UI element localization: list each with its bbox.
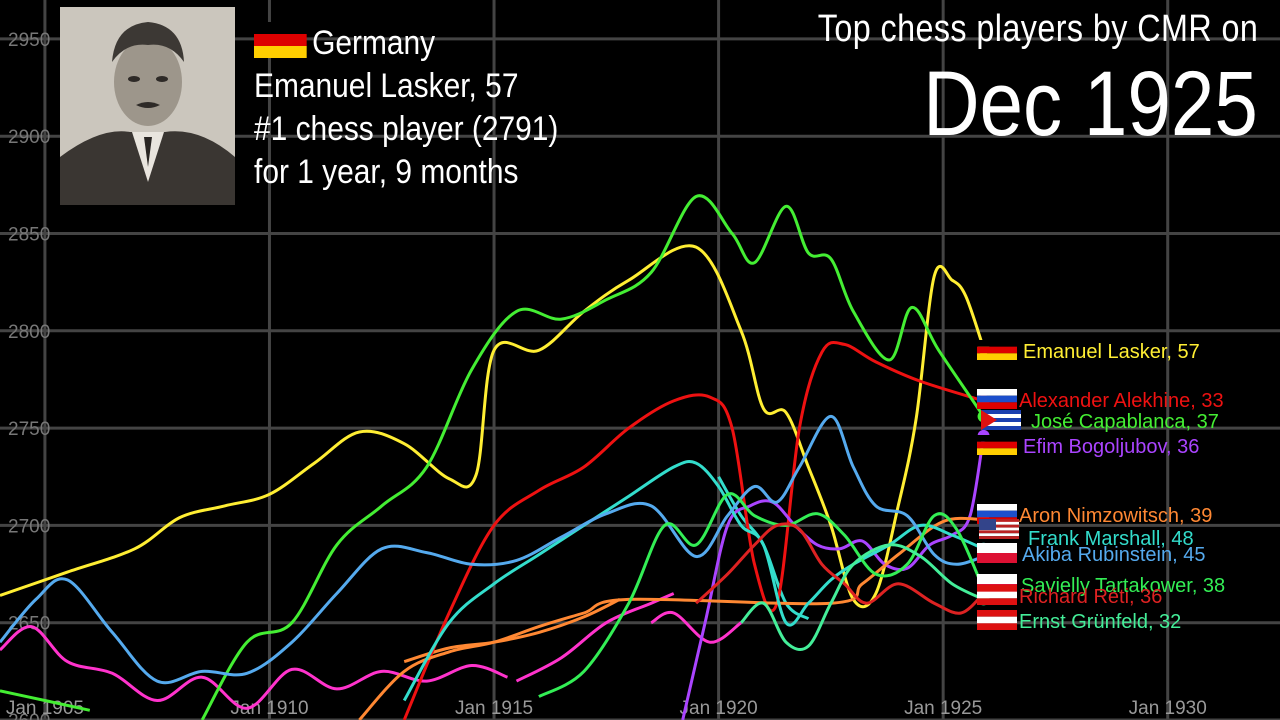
legend-label: Emanuel Lasker, 57: [1023, 341, 1200, 363]
austria-flag-icon: [977, 585, 1017, 605]
y-tick-label: 2900: [8, 127, 50, 148]
series-line-rubinstein-old: [0, 689, 91, 712]
germany-flag-icon: [977, 435, 1017, 455]
russia-flag-icon: [977, 389, 1017, 409]
y-tick-label: 2800: [8, 322, 50, 343]
series-line-ernst-gr-nfeld: [740, 543, 985, 652]
germany-flag-icon: [977, 340, 1017, 360]
usa-flag-icon: [979, 519, 1019, 539]
leader-country: Germany: [312, 24, 436, 62]
legend-label: Alexander Alekhine, 33: [1019, 390, 1224, 412]
legend-label: Savielly Tartakower, 38: [1021, 575, 1225, 597]
y-tick-label: 2750: [8, 419, 50, 440]
y-tick-label: 2850: [8, 225, 50, 246]
series-line-maroczy: [0, 625, 509, 710]
x-tick-label: Jan 1910: [230, 698, 308, 719]
x-axis-ticks: Jan 1905 Jan 1910 Jan 1915 Jan 1920 Jan 1925…: [6, 698, 1207, 719]
x-tick-label: Jan 1920: [680, 698, 758, 719]
leader-name-age: Emanuel Lasker, 57: [254, 67, 519, 105]
chart-title: Top chess players by CMR on: [817, 8, 1258, 50]
cuba-flag-icon: [981, 410, 1021, 430]
legend-label: Aron Nimzowitsch, 39: [1019, 505, 1212, 527]
series-line-janowski: [650, 610, 742, 644]
series-line-jos-capablanca: [200, 194, 985, 720]
legend-label: José Capablanca, 37: [1031, 411, 1219, 433]
chart-date: Dec 1925: [923, 53, 1258, 155]
legend-label: Frank Marshall, 48: [1028, 528, 1194, 550]
series-line-akiba-rubinstein: [0, 414, 985, 685]
leader-info: Germany Emanuel Lasker, 57 #1 chess play…: [254, 22, 558, 194]
y-tick-label: 2600: [8, 711, 50, 720]
x-tick-label: Jan 1925: [904, 698, 982, 719]
series-line-aron-nimzowitsch: [358, 516, 984, 720]
leader-portrait: [60, 7, 235, 205]
poland-flag-icon: [977, 543, 1017, 563]
series-line-alexander-alekhine: [402, 340, 985, 720]
germany-flag-icon: [254, 22, 307, 58]
y-tick-label: 2700: [8, 516, 50, 537]
legend-label: Richard Réti, 36: [1019, 586, 1162, 608]
series-line-emanuel-lasker: [0, 244, 986, 609]
leader-duration: for 1 year, 9 months: [254, 153, 519, 191]
leader-country-line: Germany: [254, 22, 558, 65]
legend-label: Efim Bogoljubov, 36: [1023, 436, 1199, 458]
series-line-schlechter: [403, 598, 621, 664]
legend-label: Ernst Grünfeld, 32: [1019, 611, 1181, 633]
series-lines: [0, 194, 990, 720]
x-tick-label: Jan 1915: [455, 698, 533, 719]
legend: Emanuel Lasker, 57 Alexander Alekhine, 33…: [977, 340, 1225, 633]
leader-rank: #1 chess player (2791): [254, 110, 559, 148]
austria-flag-icon: [977, 610, 1017, 630]
y-tick-label: 2950: [8, 30, 50, 51]
x-tick-label: Jan 1930: [1129, 698, 1207, 719]
legend-label: Akiba Rubinstein, 45: [1022, 544, 1205, 566]
series-line-efim-bogoljubov: [681, 435, 986, 720]
series-line-richard-r-ti: [695, 522, 985, 615]
